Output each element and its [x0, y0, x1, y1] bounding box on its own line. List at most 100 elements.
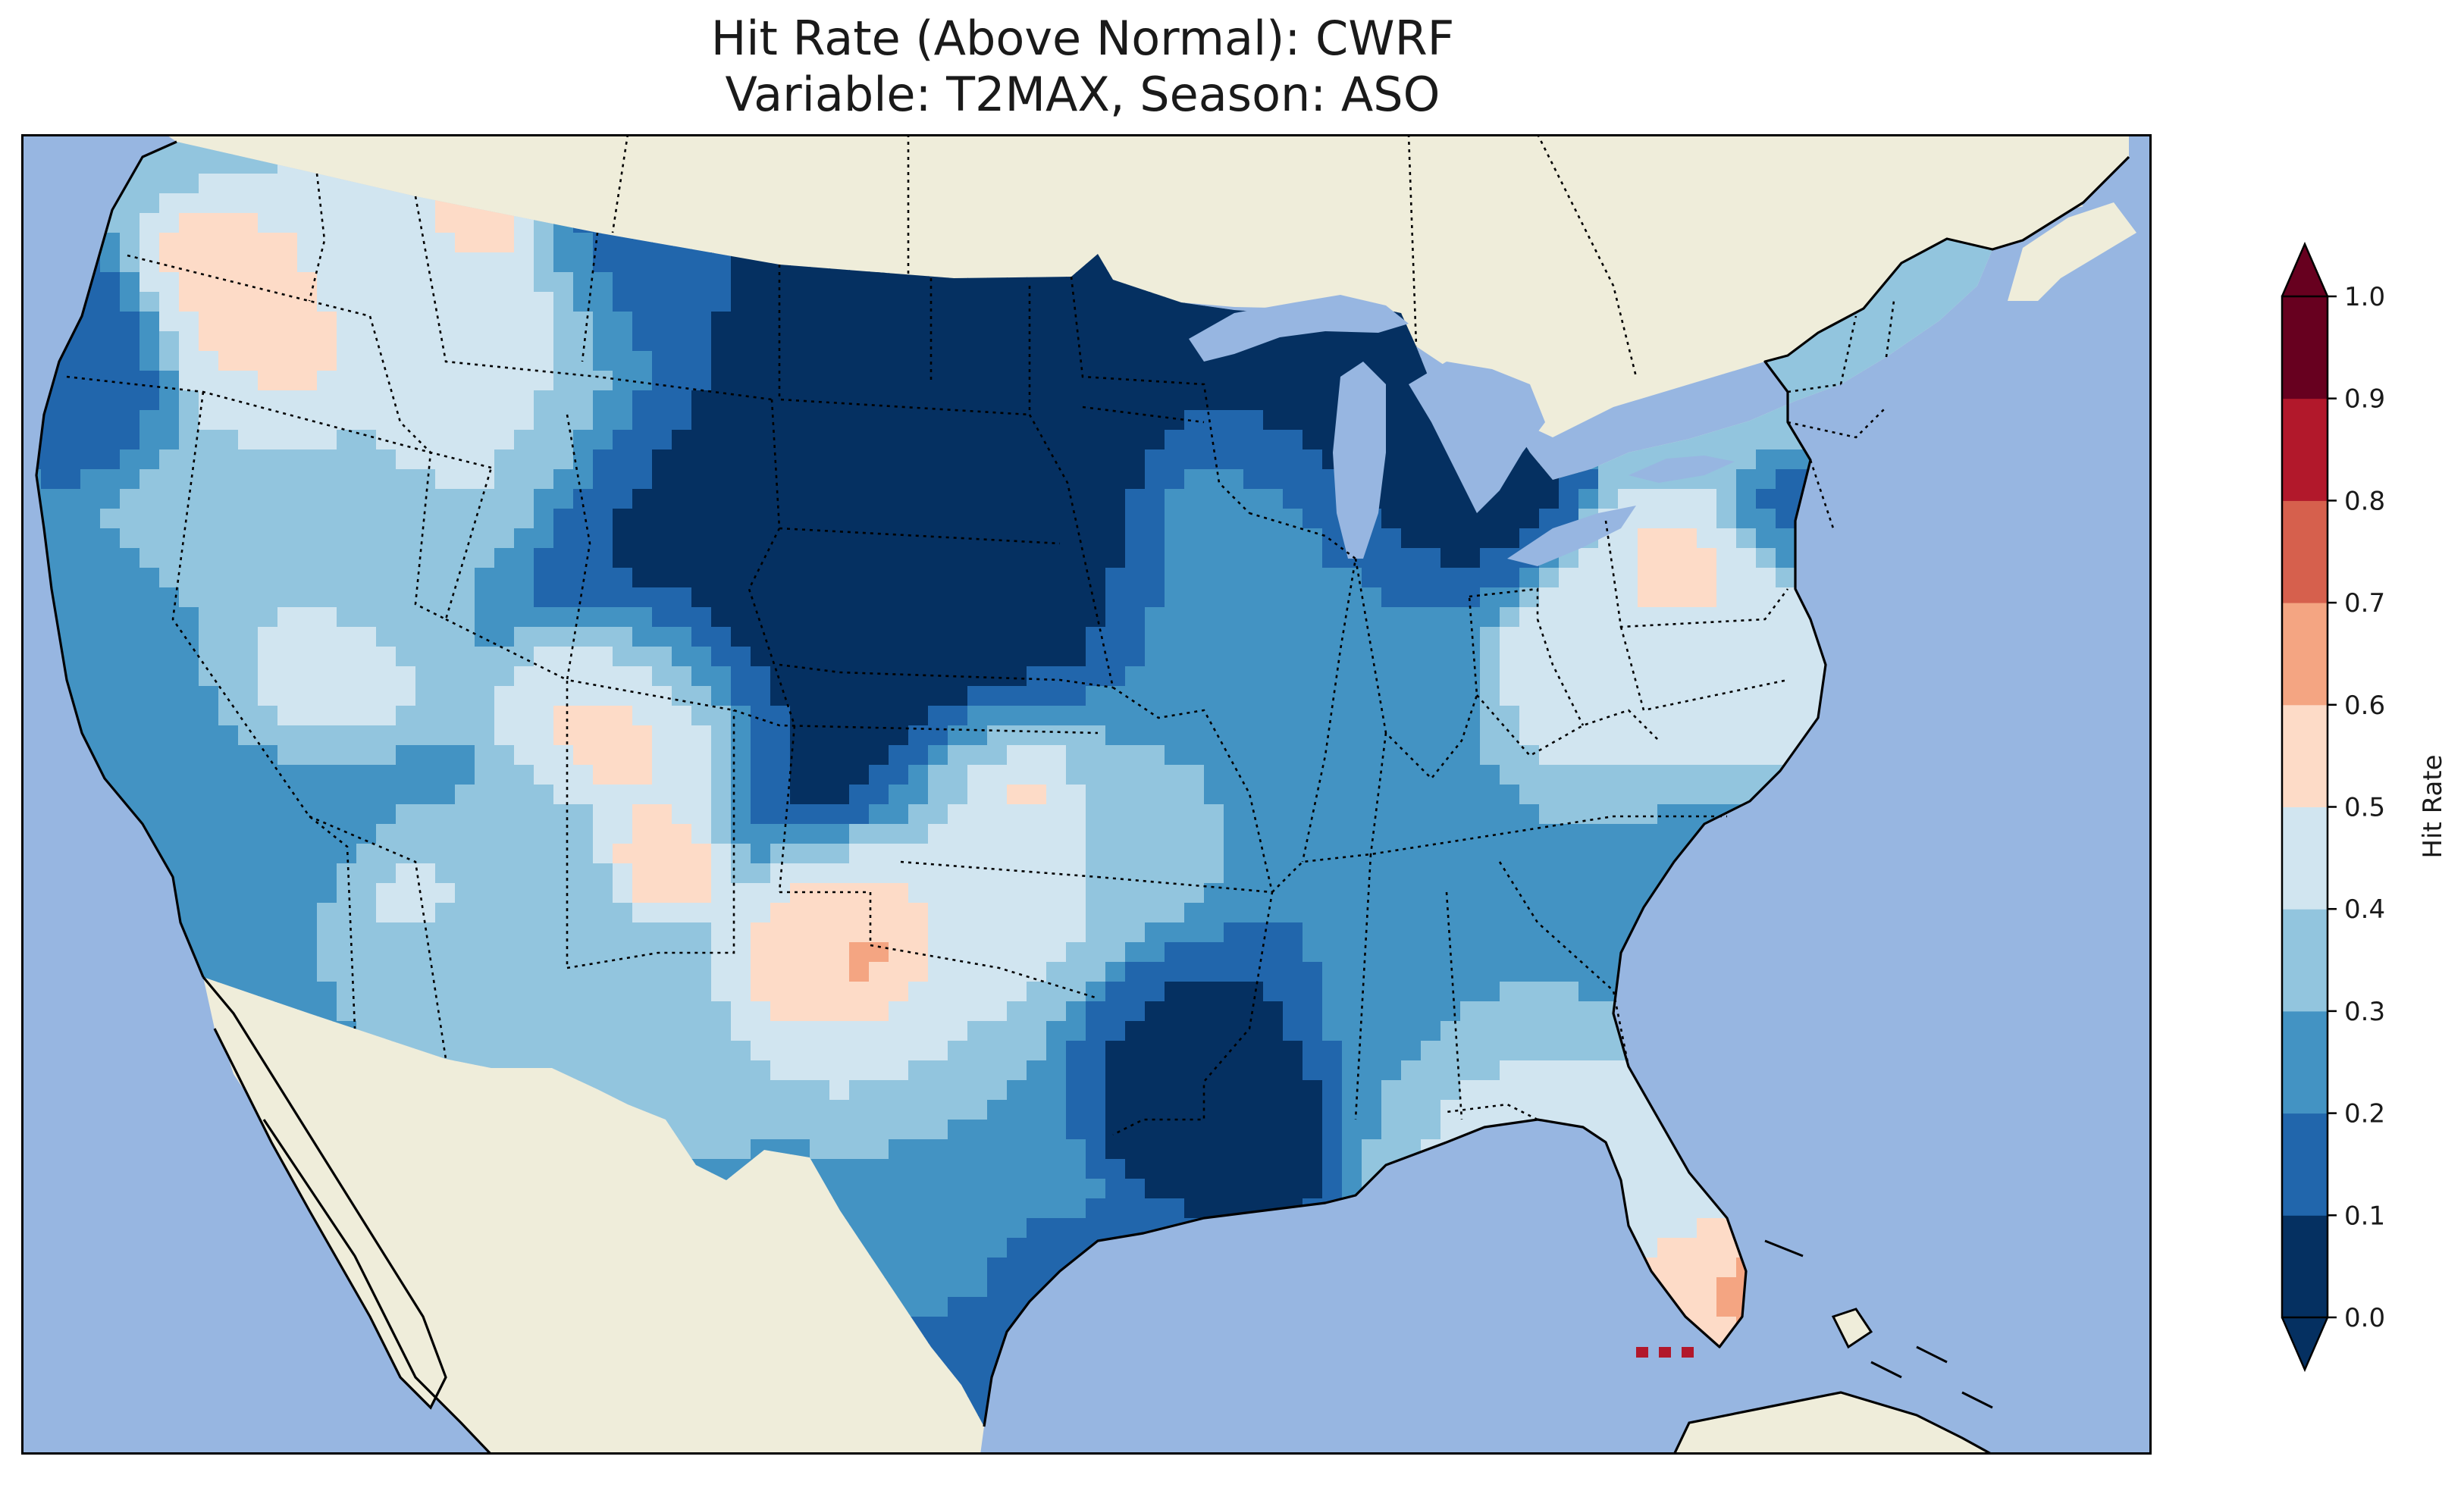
- hit-rate-cell: [711, 331, 732, 352]
- hit-rate-cell: [218, 785, 239, 805]
- hit-rate-cell: [1539, 627, 1560, 647]
- hit-rate-cell: [1618, 548, 1638, 568]
- hit-rate-cell: [1480, 982, 1500, 1002]
- hit-rate-cell: [258, 863, 278, 884]
- hit-rate-cell: [337, 390, 357, 411]
- hit-rate-cell: [1145, 765, 1165, 785]
- hit-rate-cell: [1125, 725, 1146, 746]
- hit-rate-cell: [1303, 647, 1323, 667]
- hit-rate-cell: [1086, 804, 1106, 825]
- hit-rate-cell: [415, 312, 436, 332]
- hit-rate-cell: [908, 509, 929, 529]
- hit-rate-cell: [258, 706, 278, 726]
- hit-rate-cell: [376, 686, 397, 706]
- hit-rate-cell: [396, 765, 416, 785]
- hit-rate-cell: [593, 686, 613, 706]
- hit-rate-cell: [297, 785, 318, 805]
- hit-rate-cell: [1263, 903, 1284, 923]
- hit-rate-cell: [179, 371, 199, 391]
- hit-rate-cell: [1145, 922, 1165, 943]
- hit-rate-cell: [238, 785, 259, 805]
- hit-rate-cell: [218, 252, 239, 273]
- hit-rate-cell: [455, 1001, 475, 1022]
- hit-rate-cell: [356, 686, 377, 706]
- hit-rate-cell: [1046, 587, 1067, 608]
- hit-rate-cell: [1322, 942, 1343, 963]
- hit-rate-cell: [61, 607, 81, 628]
- hit-rate-cell: [435, 390, 456, 411]
- hit-rate-cell: [1027, 410, 1047, 431]
- hit-rate-cell: [869, 922, 889, 943]
- hit-rate-cell: [613, 982, 633, 1002]
- hit-rate-cell: [1204, 1021, 1224, 1041]
- hit-rate-cell: [1500, 607, 1520, 628]
- hit-rate-cell: [849, 903, 870, 923]
- hit-rate-cell: [179, 607, 199, 628]
- hit-rate-cell: [889, 627, 909, 647]
- hit-rate-cell: [1421, 863, 1441, 884]
- hit-rate-cell: [770, 922, 791, 943]
- hit-rate-cell: [494, 371, 515, 391]
- hit-rate-cell: [356, 568, 377, 588]
- hit-rate-cell: [80, 331, 101, 352]
- hit-rate-cell: [1007, 725, 1027, 746]
- hit-rate-cell: [573, 666, 594, 687]
- hit-rate-cell: [376, 548, 397, 568]
- hit-rate-cell: [987, 627, 1008, 647]
- hit-rate-cell: [1125, 686, 1146, 706]
- hit-rate-cell: [1184, 982, 1205, 1002]
- hit-rate-cell: [1224, 371, 1244, 391]
- hit-rate-cell: [80, 390, 101, 411]
- hit-rate-cell: [277, 883, 298, 904]
- hit-rate-cell: [317, 922, 337, 943]
- hit-rate-cell: [1283, 509, 1303, 529]
- hit-rate-cell: [1500, 1021, 1520, 1041]
- hit-rate-cell: [475, 1021, 495, 1041]
- hit-rate-cell: [120, 745, 140, 766]
- hit-rate-cell: [889, 706, 909, 726]
- hit-rate-cell: [711, 824, 732, 844]
- hit-rate-cell: [869, 982, 889, 1002]
- hit-rate-cell: [376, 824, 397, 844]
- hit-rate-cell: [1716, 686, 1737, 706]
- hit-rate-cell: [1243, 587, 1264, 608]
- hit-rate-cell: [238, 883, 259, 904]
- hit-rate-cell: [159, 706, 180, 726]
- hit-rate-cell: [218, 686, 239, 706]
- hit-rate-cell: [1421, 883, 1441, 904]
- hit-rate-cell: [1322, 824, 1343, 844]
- hit-rate-cell: [534, 410, 554, 431]
- hit-rate-cell: [613, 804, 633, 825]
- hit-rate-cell: [1303, 528, 1323, 549]
- hit-rate-cell: [593, 252, 613, 273]
- hit-rate-cell: [908, 725, 929, 746]
- hit-rate-cell: [967, 903, 988, 923]
- hit-rate-cell: [120, 568, 140, 588]
- hit-rate-cell: [100, 331, 121, 352]
- hit-rate-cell: [337, 430, 357, 450]
- hit-rate-cell: [455, 469, 475, 490]
- hit-rate-cell: [1165, 607, 1185, 628]
- hit-rate-cell: [376, 312, 397, 332]
- hit-rate-cell: [1362, 745, 1382, 766]
- hit-rate-cell: [1638, 804, 1658, 825]
- hit-rate-cell: [691, 765, 712, 785]
- hit-rate-cell: [889, 568, 909, 588]
- hit-rate-cell: [1322, 883, 1343, 904]
- hit-rate-cell: [1145, 745, 1165, 766]
- hit-rate-cell: [1795, 686, 1816, 706]
- hit-rate-cell: [691, 1001, 712, 1022]
- hit-rate-cell: [1697, 745, 1717, 766]
- hit-rate-cell: [1243, 903, 1264, 923]
- hit-rate-cell: [1578, 548, 1599, 568]
- hit-rate-cell: [1165, 824, 1185, 844]
- hit-rate-cell: [534, 982, 554, 1002]
- hit-rate-cell: [711, 745, 732, 766]
- hit-rate-cell: [514, 922, 534, 943]
- hit-rate-cell: [1559, 745, 1579, 766]
- hit-rate-cell: [1184, 449, 1205, 470]
- hit-rate-cell: [494, 962, 515, 982]
- hit-rate-cell: [1598, 804, 1619, 825]
- hit-rate-cell: [810, 410, 830, 431]
- hit-rate-cell: [1322, 666, 1343, 687]
